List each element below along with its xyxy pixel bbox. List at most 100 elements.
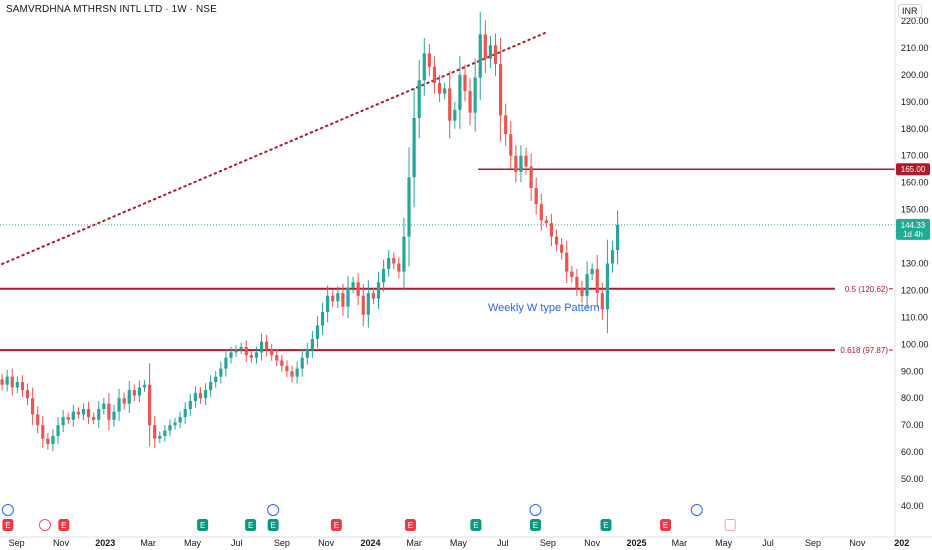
earnings-marker[interactable]: E	[2, 519, 14, 531]
candle[interactable]	[590, 263, 594, 280]
candle[interactable]	[183, 402, 187, 424]
candle[interactable]	[585, 261, 589, 309]
dividend-marker[interactable]: D	[267, 504, 280, 516]
earnings-marker[interactable]: E	[58, 519, 70, 531]
candle[interactable]	[142, 380, 147, 392]
candle[interactable]	[534, 177, 538, 215]
candle[interactable]	[361, 284, 365, 327]
earnings-marker[interactable]: E	[267, 519, 279, 531]
candle[interactable]	[203, 383, 208, 406]
candle[interactable]	[214, 371, 218, 388]
candle[interactable]	[188, 394, 192, 416]
candle[interactable]	[224, 349, 228, 377]
candle[interactable]	[493, 33, 498, 76]
candle[interactable]	[524, 147, 528, 175]
candle[interactable]	[575, 268, 579, 296]
candle[interactable]	[254, 346, 259, 364]
candle[interactable]	[371, 287, 376, 305]
candle[interactable]	[295, 361, 299, 384]
pattern-annotation[interactable]: Weekly W type Pattern	[488, 302, 600, 314]
candle[interactable]	[81, 403, 86, 421]
candle[interactable]	[570, 265, 574, 283]
candle[interactable]	[239, 342, 243, 355]
dividend-marker[interactable]: D	[529, 504, 542, 516]
candle[interactable]	[76, 407, 80, 419]
candle[interactable]	[173, 418, 177, 430]
candle[interactable]	[519, 145, 523, 183]
candle[interactable]	[331, 290, 335, 307]
candle[interactable]	[580, 280, 584, 303]
candle[interactable]	[153, 415, 157, 448]
candle[interactable]	[127, 380, 131, 413]
candle[interactable]	[615, 210, 620, 265]
candle[interactable]	[0, 373, 4, 391]
candle[interactable]	[305, 342, 309, 365]
candle[interactable]	[259, 333, 264, 361]
candle[interactable]	[417, 60, 421, 139]
candle[interactable]	[336, 286, 340, 309]
candle[interactable]	[132, 384, 136, 402]
candle[interactable]	[560, 237, 564, 260]
candle[interactable]	[5, 369, 9, 392]
candle[interactable]	[381, 259, 386, 292]
candle[interactable]	[15, 376, 19, 394]
candle[interactable]	[326, 285, 330, 323]
candle[interactable]	[458, 55, 462, 129]
candle[interactable]	[310, 330, 314, 358]
candle[interactable]	[549, 213, 554, 246]
candle[interactable]	[244, 340, 248, 362]
candle[interactable]	[453, 101, 457, 129]
candle[interactable]	[61, 410, 65, 433]
candle[interactable]	[36, 406, 40, 434]
candle[interactable]	[595, 254, 599, 308]
candle[interactable]	[488, 35, 493, 69]
candle[interactable]	[356, 273, 360, 306]
candle[interactable]	[448, 70, 452, 139]
candle[interactable]	[376, 271, 381, 310]
candle[interactable]	[148, 363, 152, 447]
candle[interactable]	[112, 404, 116, 427]
candle[interactable]	[498, 37, 503, 142]
candle[interactable]	[193, 385, 197, 408]
candle[interactable]	[366, 280, 370, 328]
candle[interactable]	[554, 229, 559, 252]
candle[interactable]	[320, 302, 325, 335]
candle[interactable]	[285, 360, 289, 377]
candle[interactable]	[392, 252, 396, 270]
candle[interactable]	[51, 429, 55, 451]
candle[interactable]	[122, 392, 126, 410]
candle[interactable]	[351, 276, 355, 294]
price-axis[interactable]: 40.00 50.00 60.00 70.00 80.00 90.00 100.00 110.…	[894, 0, 929, 537]
earnings-marker[interactable]: E	[660, 519, 672, 531]
candle[interactable]	[402, 217, 406, 291]
candle[interactable]	[432, 56, 437, 94]
candle[interactable]	[178, 411, 182, 429]
candle[interactable]	[20, 375, 25, 398]
candle[interactable]	[422, 37, 426, 96]
candle[interactable]	[234, 345, 238, 357]
candle[interactable]	[41, 415, 45, 448]
candle[interactable]	[92, 412, 96, 425]
candle[interactable]	[610, 240, 615, 273]
candle[interactable]	[483, 20, 487, 73]
earnings-marker[interactable]: E	[600, 519, 612, 531]
candle[interactable]	[407, 147, 411, 267]
earnings-marker[interactable]: E	[529, 519, 541, 531]
candle[interactable]	[86, 402, 91, 424]
candle[interactable]	[25, 383, 30, 406]
candle[interactable]	[504, 103, 508, 146]
candle[interactable]	[163, 424, 167, 442]
candle[interactable]	[341, 283, 345, 316]
candle[interactable]	[315, 316, 320, 349]
candle[interactable]	[600, 282, 604, 320]
candle[interactable]	[137, 380, 142, 403]
split-marker[interactable]: S	[38, 519, 51, 531]
candle[interactable]	[468, 78, 472, 126]
candle[interactable]	[229, 346, 233, 364]
earnings-marker[interactable]: E	[330, 519, 342, 531]
candle[interactable]	[97, 400, 101, 428]
candle[interactable]	[158, 431, 162, 444]
candle[interactable]	[198, 387, 203, 404]
candle[interactable]	[264, 334, 269, 357]
